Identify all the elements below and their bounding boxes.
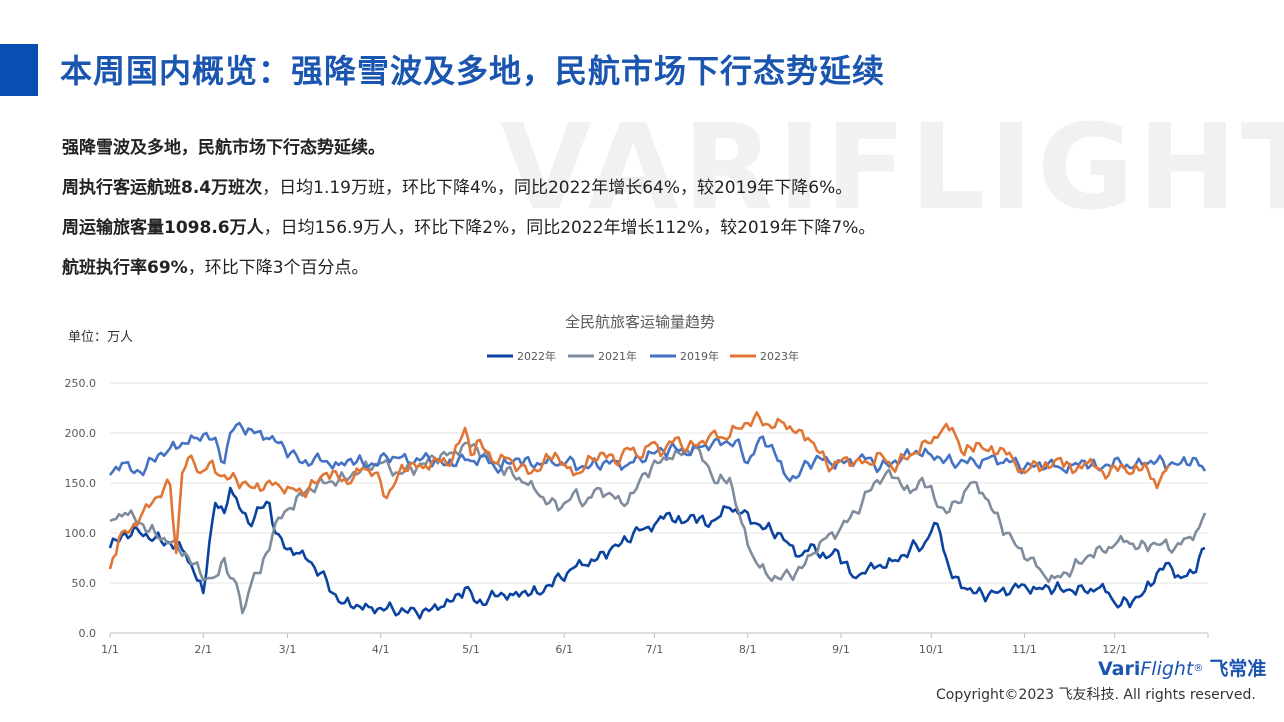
logo-cn: 飞常准: [1209, 658, 1267, 680]
summary-line-2-bold: 周执行客运航班8.4万班次: [62, 178, 263, 198]
y-tick-label: 100.0: [65, 527, 97, 540]
series-line-2: [109, 441, 1207, 615]
x-tick-label: 2/1: [194, 643, 212, 656]
summary-line-1-text: 强降雪波及多地，民航市场下行态势延续。: [62, 138, 385, 158]
logo-vari: Vari: [1098, 658, 1141, 680]
x-tick-label: 4/1: [372, 643, 390, 656]
y-axis: 0.0 50.0 100.0 150.0 200.0 250.0: [65, 377, 97, 640]
legend-label: 2019年: [680, 349, 719, 363]
x-tick-label: 10/1: [919, 643, 944, 656]
y-tick-label: 150.0: [65, 477, 97, 490]
summary-block: 强降雪波及多地，民航市场下行态势延续。 周执行客运航班8.4万班次，日均1.19…: [62, 128, 1212, 288]
brand-watermark: VARIFLIGHT: [500, 98, 1284, 236]
legend-label: 2021年: [598, 349, 637, 363]
summary-line-2: 周执行客运航班8.4万班次，日均1.19万班，环比下降4%，同比2022年增长6…: [62, 168, 1212, 208]
series-line-3: [108, 421, 1207, 483]
summary-line-4: 航班执行率69%，环比下降3个百分点。: [62, 248, 1212, 288]
chart-grid: [110, 382, 1208, 634]
x-tick-label: 7/1: [646, 643, 664, 656]
title-accent-bar: [0, 44, 38, 96]
x-tick-label: 8/1: [739, 643, 757, 656]
series-line-1: [108, 486, 1206, 620]
chart-unit-label: 单位：万人: [68, 330, 134, 345]
legend-label: 2022年: [517, 349, 556, 363]
x-tick-label: 1/1: [101, 643, 119, 656]
logo-flight: Flight: [1140, 658, 1194, 680]
y-tick-label: 50.0: [72, 577, 97, 590]
x-tick-label: 12/1: [1102, 643, 1127, 656]
summary-line-3-bold: 周运输旅客量1098.6万人: [62, 218, 264, 238]
x-tick-label: 11/1: [1012, 643, 1037, 656]
chart-legend: 2022年 2021年 2019年 2023年: [487, 349, 799, 363]
chart-title: 全民航旅客运输量趋势: [565, 313, 715, 331]
summary-line-3-rest: ，日均156.9万人，环比下降2%，同比2022年增长112%，较2019年下降…: [263, 218, 876, 238]
copyright-text: Copyright©2023 飞友科技. All rights reserved…: [936, 687, 1256, 703]
chart-container: 全民航旅客运输量趋势 2022年 2021年 2019年 2023年 0.0 50.0 1…: [0, 300, 1284, 670]
summary-line-4-bold: 航班执行率69%: [62, 258, 188, 278]
y-tick-label: 200.0: [65, 427, 97, 440]
summary-line-3: 周运输旅客量1098.6万人，日均156.9万人，环比下降2%，同比2022年增…: [62, 208, 1212, 248]
x-axis: 1/1 2/1 3/1 4/1 5/1 6/1 7/1 8/1 9/1 10/1 11/1 12/1: [101, 633, 1209, 656]
summary-line-4-rest: ，环比下降3个百分点。: [187, 258, 369, 278]
x-tick-label: 5/1: [462, 643, 480, 656]
logo-registered: ®: [1193, 663, 1204, 674]
series-line-4: [108, 411, 1171, 570]
summary-line-1: 强降雪波及多地，民航市场下行态势延续。: [62, 128, 1212, 168]
passenger-trend-chart: 全民航旅客运输量趋势 2022年 2021年 2019年 2023年 0.0 50.0 1…: [65, 313, 1209, 656]
x-tick-label: 9/1: [832, 643, 850, 656]
x-tick-label: 6/1: [555, 643, 573, 656]
y-tick-label: 250.0: [65, 377, 97, 390]
summary-line-2-rest: ，日均1.19万班，环比下降4%，同比2022年增长64%，较2019年下降6%…: [262, 178, 853, 198]
x-tick-label: 3/1: [279, 643, 297, 656]
page-title: 本周国内概览：强降雪波及多地，民航市场下行态势延续: [60, 52, 886, 90]
legend-label: 2023年: [760, 349, 799, 363]
y-tick-label: 0.0: [79, 627, 97, 640]
chart-lines: [108, 411, 1207, 620]
variflight-logo: VariFlight® 飞常准: [1098, 654, 1266, 684]
